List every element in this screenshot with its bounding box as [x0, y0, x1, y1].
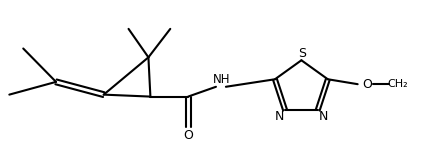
Text: N: N: [319, 110, 328, 123]
Text: CH₂: CH₂: [387, 79, 408, 89]
Text: N: N: [274, 110, 284, 123]
Text: S: S: [298, 47, 306, 60]
Text: NH: NH: [213, 73, 231, 86]
Text: O: O: [183, 129, 193, 142]
Text: O: O: [362, 78, 373, 91]
